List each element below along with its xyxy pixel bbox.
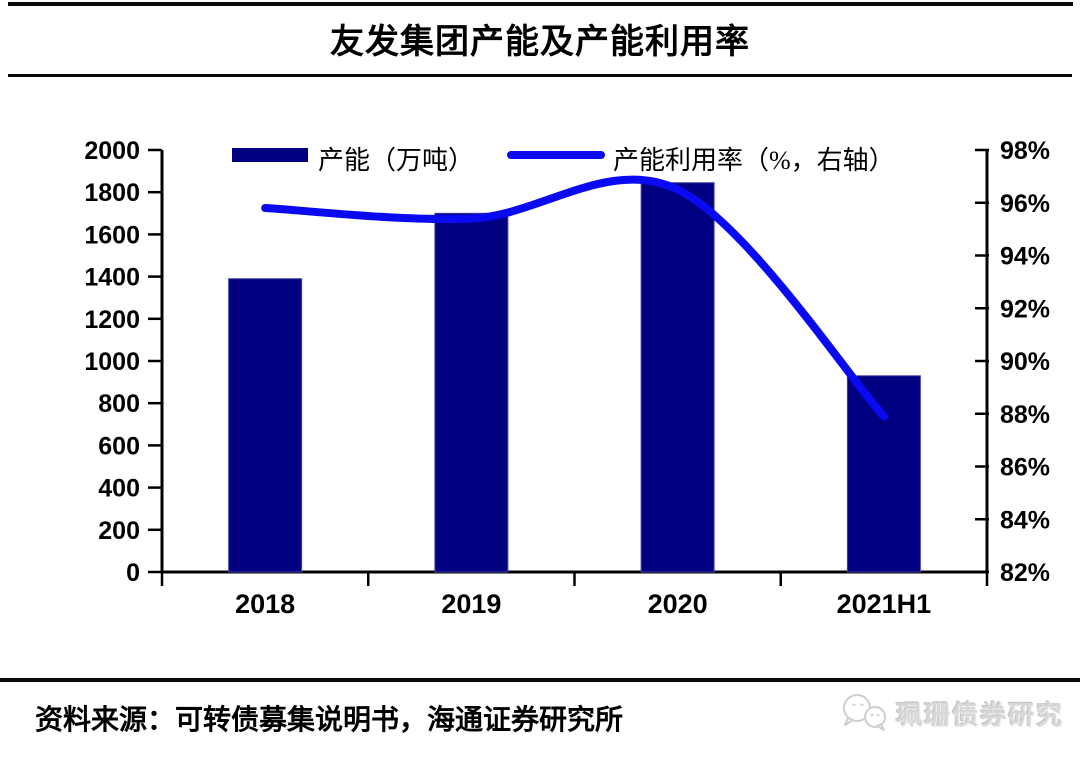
left-axis-tick-label: 800 [98,390,140,418]
left-axis-tick-label: 2000 [84,137,140,165]
bar-2020 [640,182,715,573]
left-axis-tick-label: 1000 [84,348,140,376]
right-axis-tick-label: 94% [1000,243,1050,271]
legend-label-capacity: 产能（万吨） [318,146,475,175]
chart: 0 200 400 600 800 1000 1200 1400 1600 1800 2000 82%… [84,137,1050,619]
right-axis-tick-label: 96% [1000,190,1050,218]
x-axis-label: 2021H1 [837,589,932,619]
left-axis-tick-label: 1200 [84,306,140,334]
watermark-text: 珮珊债券研究 [896,700,1065,730]
right-axis-tick-label: 84% [1000,506,1050,534]
legend-bar-swatch [232,148,308,162]
right-axis-tick-label: 88% [1000,401,1050,429]
x-axis-label: 2020 [648,589,708,619]
left-axis-tick-label: 1600 [84,221,140,249]
bar-2021H1 [846,375,921,573]
bar-2018 [228,278,303,573]
top-border [8,2,1073,6]
legend-line-swatch [507,151,605,159]
left-axis-tick-label: 0 [126,559,140,587]
wechat-icon [843,694,886,731]
chart-title: 友发集团产能及产能利用率 [330,24,750,61]
watermark: 珮珊债券研究 [838,690,1064,736]
utilization-line [261,175,888,421]
left-axis-tick-label: 1400 [84,264,140,292]
x-axis-label: 2019 [441,589,501,619]
left-axis-tick-label: 600 [98,432,140,460]
left-axis-tick-label: 200 [98,517,140,545]
right-axis-tick-label: 92% [1000,295,1050,323]
legend: 产能（万吨） 产能利用率（%，右轴） [0,138,1080,175]
left-axis-tick-label: 1800 [84,179,140,207]
legend-label-utilization: 产能利用率（%，右轴） [613,146,895,175]
right-axis-tick-label: 82% [1000,559,1050,587]
right-axis-tick-label: 90% [1000,348,1050,376]
left-axis-tick-label: 400 [98,475,140,503]
x-axis-label: 2018 [235,589,295,619]
source-text: 资料来源：可转债募集说明书，海通证券研究所 [35,705,624,736]
bar-2019 [434,212,509,573]
right-axis-tick-label: 98% [1000,137,1050,165]
header-divider [8,74,1072,77]
right-axis-tick-label: 86% [1000,454,1050,482]
footer-divider [0,678,1080,682]
